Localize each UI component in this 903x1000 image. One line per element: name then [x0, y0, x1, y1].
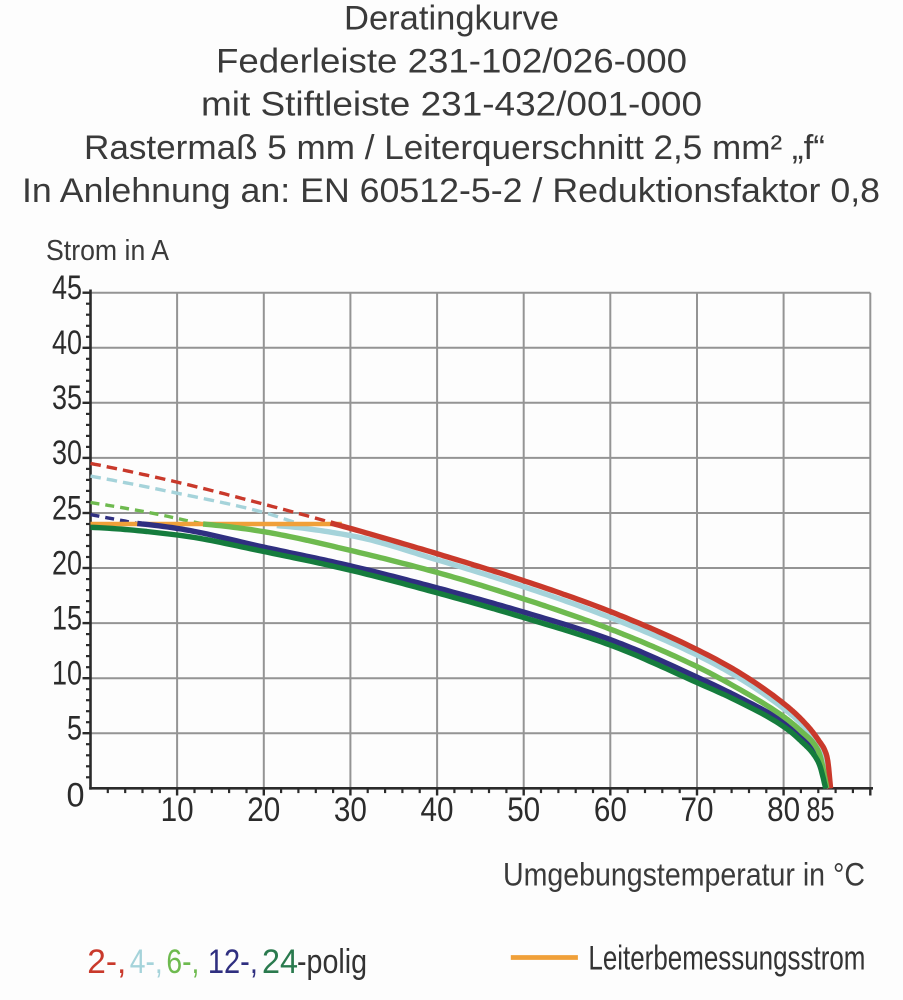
svg-text:45: 45 [52, 269, 82, 307]
svg-text:70: 70 [680, 791, 713, 829]
svg-text:20: 20 [247, 791, 280, 829]
svg-text:30: 30 [334, 791, 367, 829]
svg-text:0: 0 [67, 777, 85, 815]
svg-text:85: 85 [807, 791, 835, 829]
svg-text:In Anlehnung an: EN 60512-5-2: In Anlehnung an: EN 60512-5-2 / Reduktio… [22, 172, 880, 210]
svg-text:Strom in A: Strom in A [46, 235, 170, 267]
svg-text:5: 5 [67, 710, 82, 748]
svg-text:Deratingkurve: Deratingkurve [344, 0, 559, 38]
svg-text:4-,: 4-, [130, 943, 163, 981]
svg-text:Rastermaß 5 mm / Leiterquersch: Rastermaß 5 mm / Leiterquerschnitt 2,5 m… [84, 129, 825, 167]
svg-text:60: 60 [594, 791, 627, 829]
svg-text:6-,: 6-, [166, 943, 199, 981]
svg-text:80: 80 [767, 791, 800, 829]
svg-text:10: 10 [161, 791, 194, 829]
svg-text:10: 10 [52, 654, 82, 692]
svg-text:50: 50 [507, 791, 540, 829]
svg-text:40: 40 [421, 791, 454, 829]
svg-text:35: 35 [52, 379, 82, 417]
svg-text:Umgebungstemperatur in °C: Umgebungstemperatur in °C [503, 856, 865, 892]
svg-text:2-,: 2-, [87, 943, 126, 981]
svg-text:24: 24 [262, 943, 298, 981]
svg-text:40: 40 [52, 324, 82, 362]
svg-text:Federleiste 231-102/026-000: Federleiste 231-102/026-000 [216, 43, 687, 81]
svg-text:15: 15 [52, 599, 82, 637]
svg-text:-polig: -polig [297, 943, 367, 981]
svg-text:25: 25 [52, 489, 82, 527]
svg-text:20: 20 [52, 544, 82, 582]
svg-text:Leiterbemessungsstrom: Leiterbemessungsstrom [588, 940, 865, 978]
svg-text:mit Stiftleiste 231-432/001-00: mit Stiftleiste 231-432/001-000 [201, 86, 702, 124]
svg-text:12-,: 12-, [208, 943, 258, 981]
svg-text:30: 30 [52, 434, 82, 472]
